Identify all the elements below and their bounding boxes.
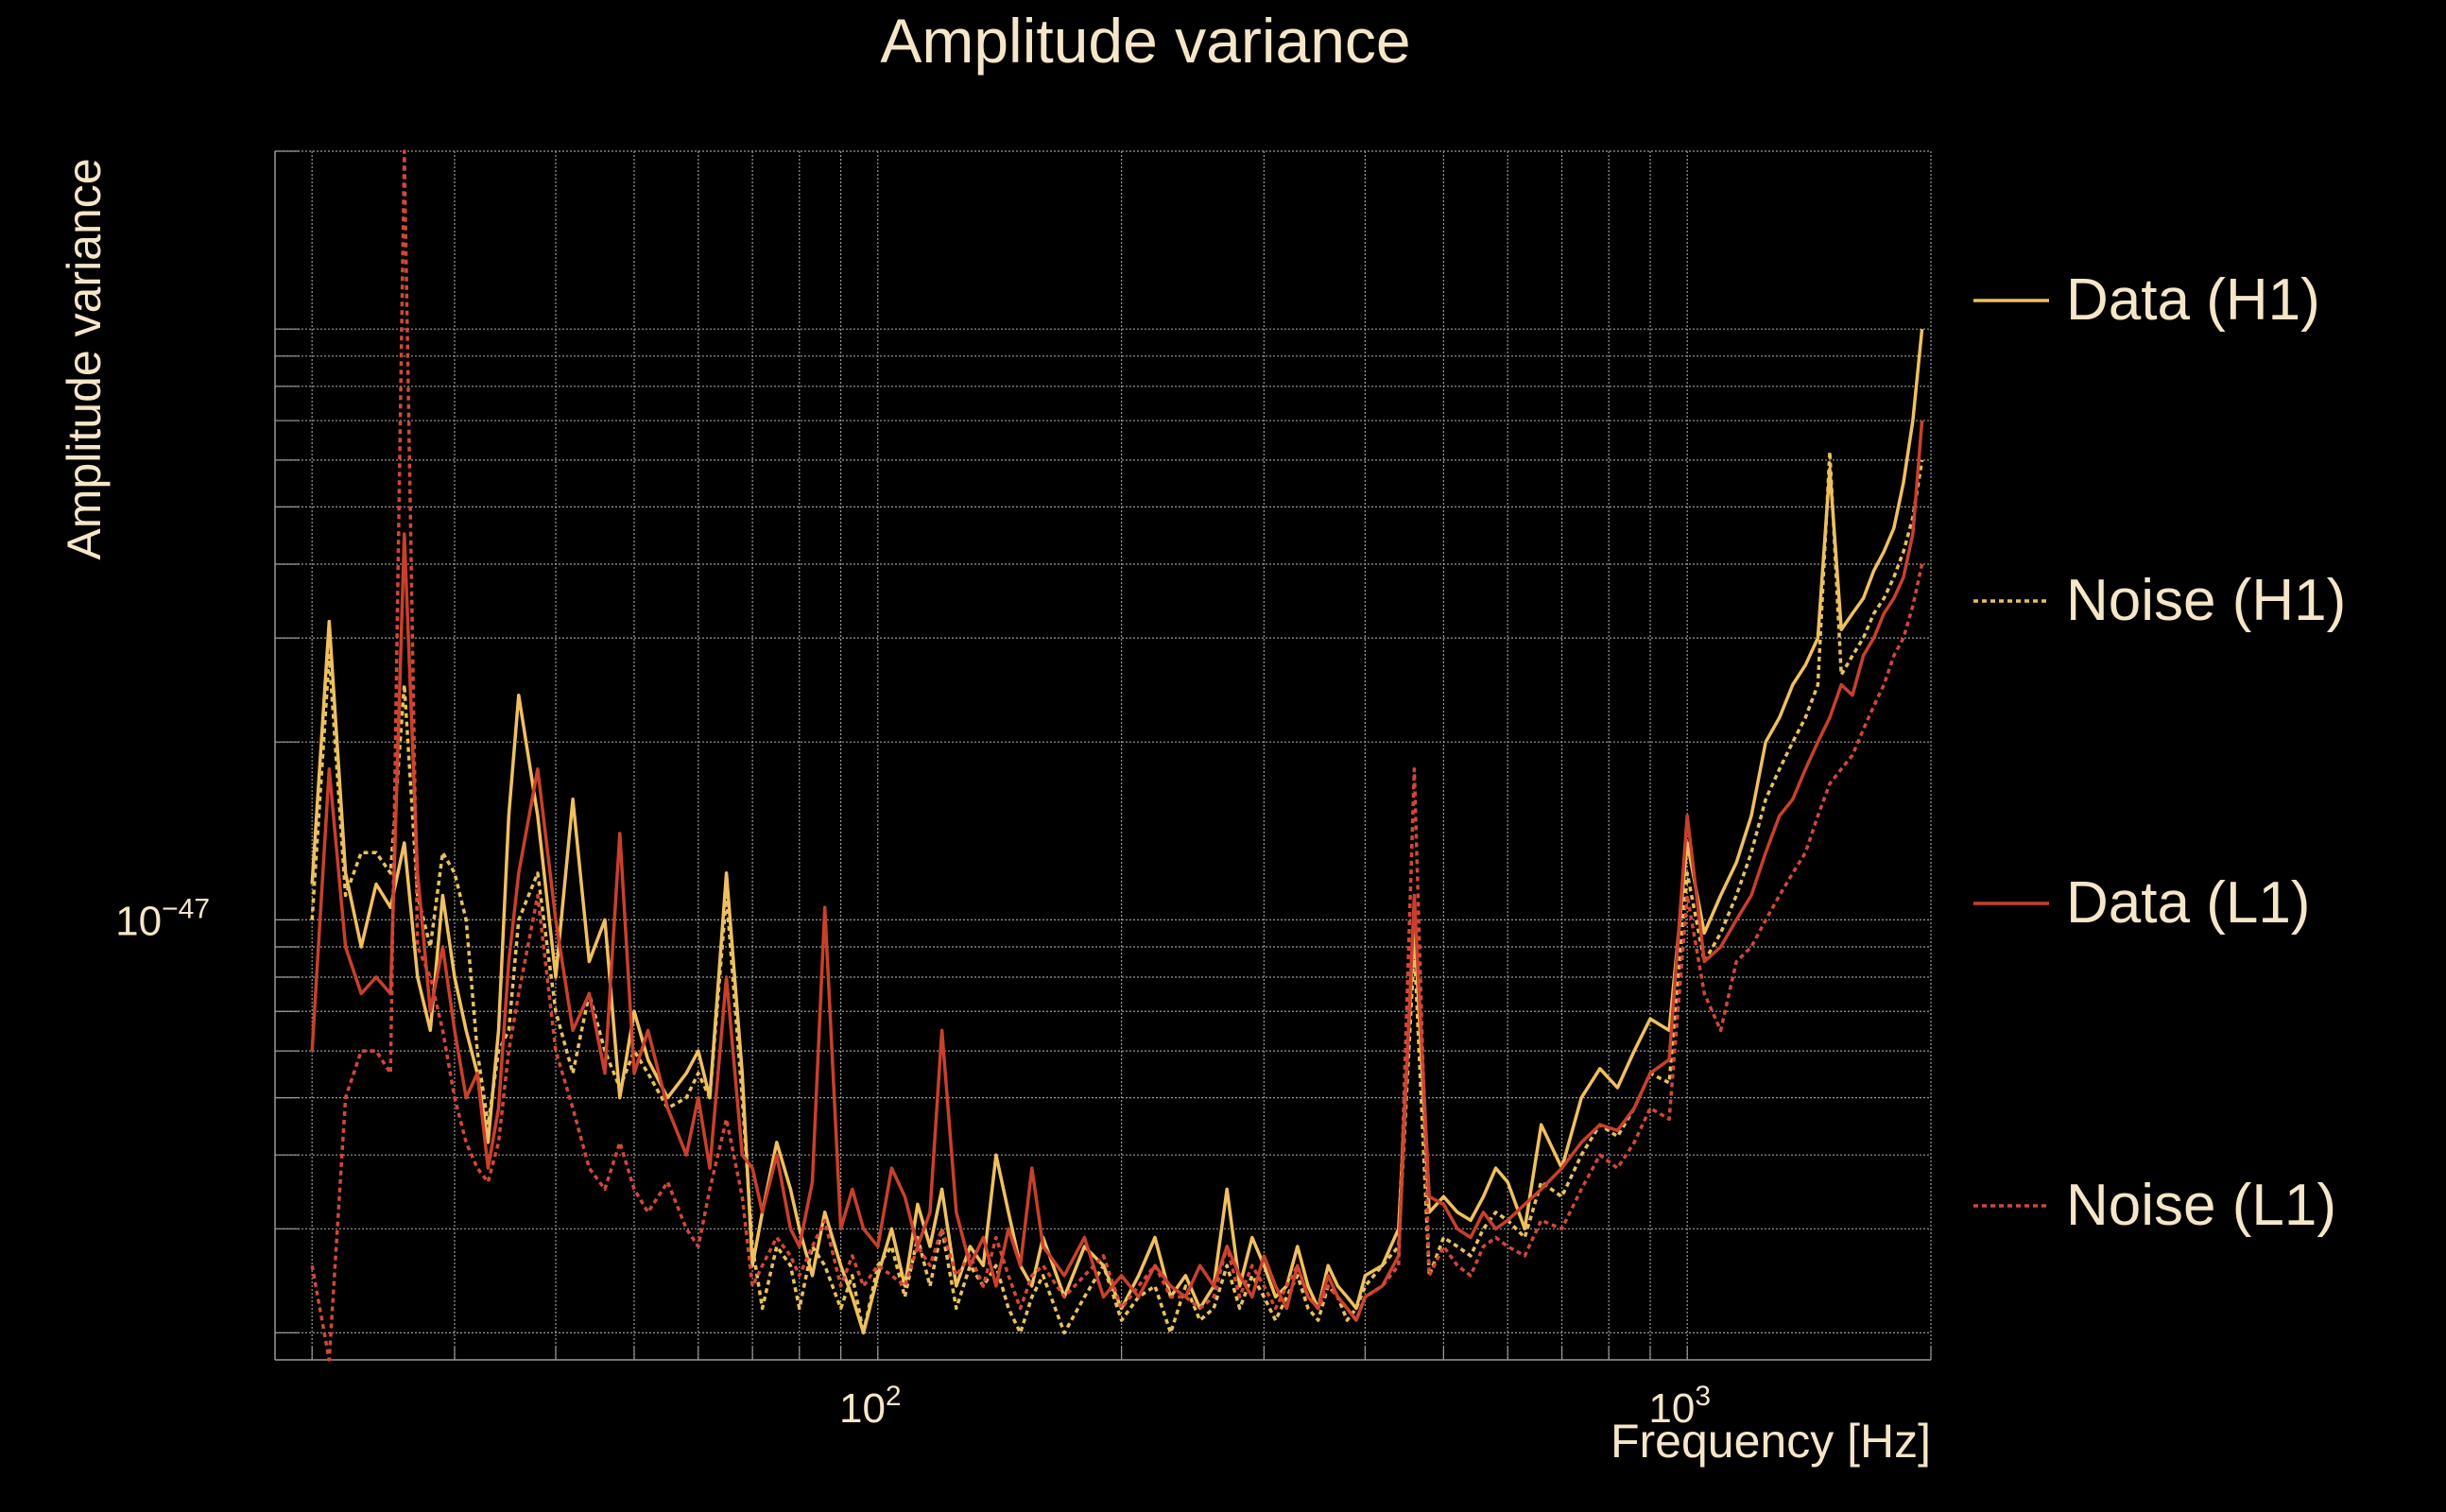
legend-label-data-h1: Data (H1)	[2066, 267, 2320, 333]
y-axis-label: Amplitude variance	[58, 158, 111, 559]
legend-label-noise-h1: Noise (H1)	[2066, 568, 2346, 633]
chart-title: Amplitude variance	[880, 6, 1410, 76]
legend-label-data-l1: Data (L1)	[2066, 870, 2310, 936]
legend-label-noise-l1: Noise (L1)	[2066, 1173, 2336, 1238]
